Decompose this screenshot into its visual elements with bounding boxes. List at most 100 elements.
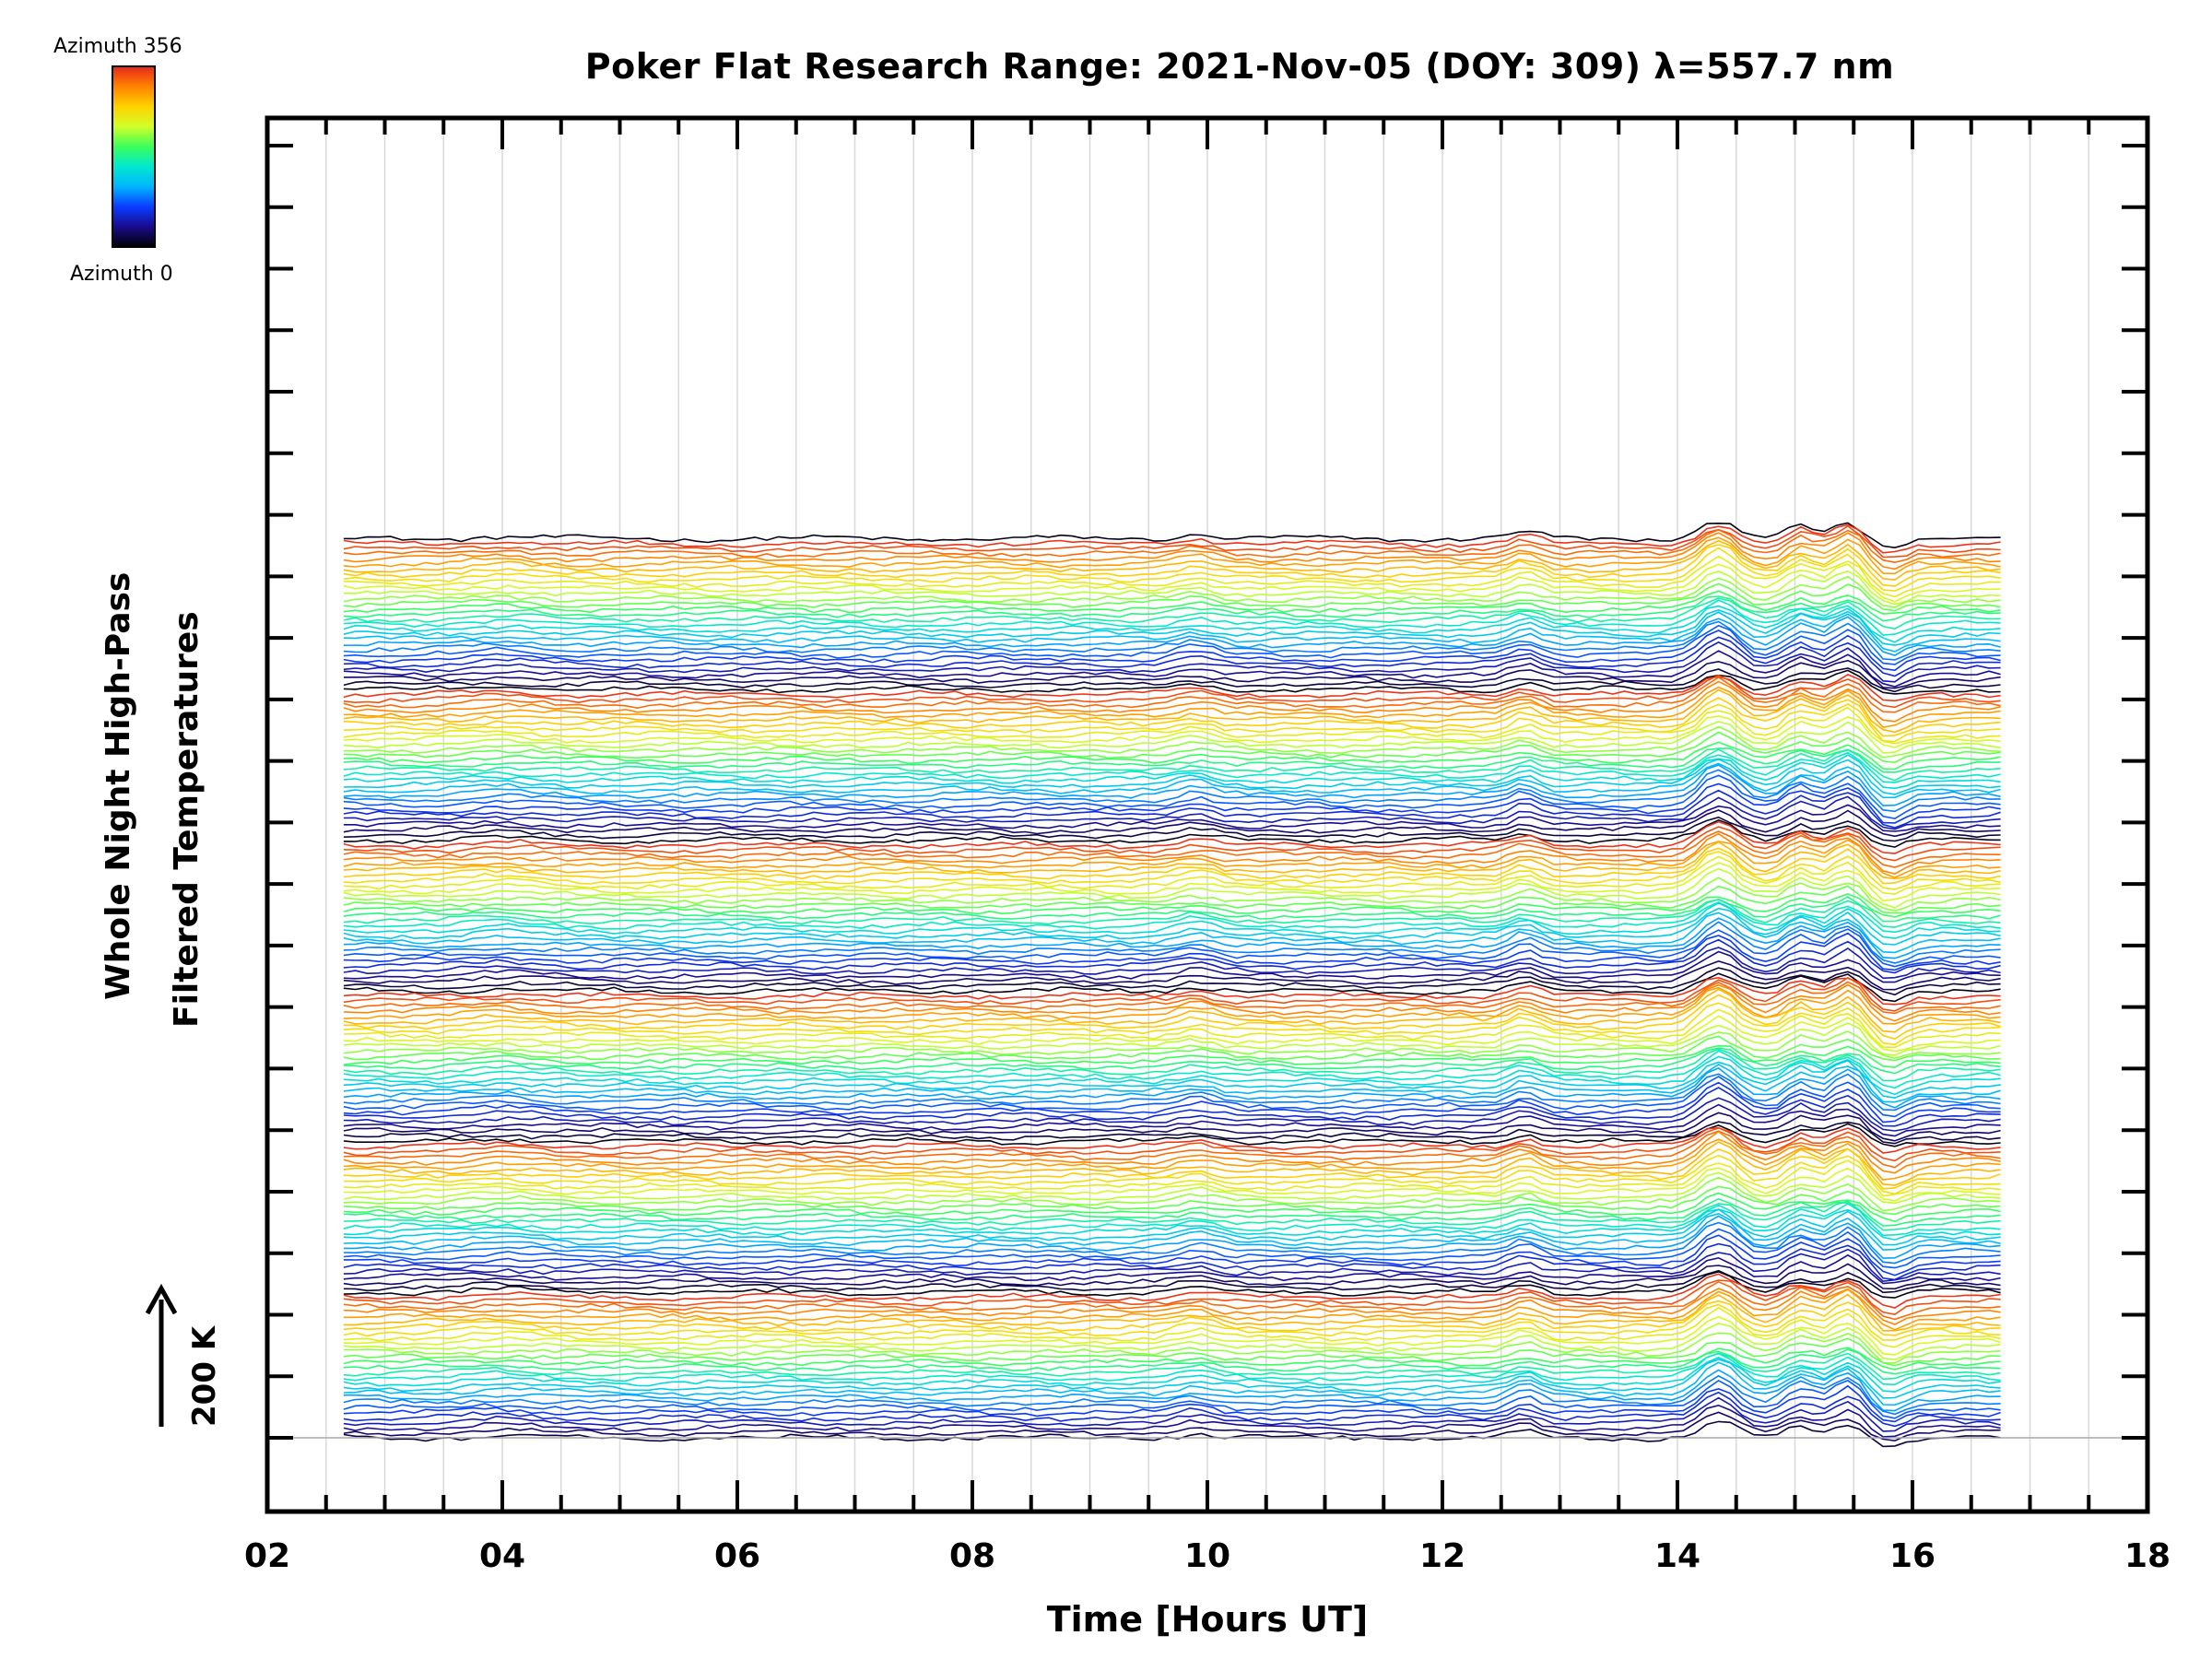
- trace-azimuth-311: [343, 620, 2001, 661]
- trace-azimuth-81: [343, 1208, 2001, 1241]
- x-tick-label: 10: [1184, 1537, 1230, 1575]
- trace-azimuth-20: [343, 1359, 2001, 1399]
- trace-azimuth-322: [343, 597, 2001, 630]
- trace-azimuth-265: [343, 747, 2001, 773]
- trace-azimuth-150: [343, 1035, 2001, 1062]
- trace-azimuth-275: [343, 715, 2001, 748]
- trace-azimuth-198: [343, 907, 2001, 946]
- trace-azimuth-127: [343, 1087, 2001, 1127]
- trace-azimuth-324: [343, 595, 2001, 622]
- trace-azimuth-340: [343, 544, 2001, 587]
- trace-azimuth-51: [343, 1280, 2001, 1321]
- trace-azimuth-166: [343, 986, 2001, 1025]
- trace-azimuth-140: [343, 1055, 2001, 1096]
- trace-azimuth-162: [343, 994, 2001, 1041]
- trace-azimuth-231: [343, 826, 2001, 862]
- trace-azimuth-334: [343, 563, 2001, 603]
- trace-azimuth-101: [343, 1154, 2001, 1195]
- trace-azimuth-91: [343, 1185, 2001, 1216]
- trace-azimuth-138: [343, 1059, 2001, 1100]
- trace-azimuth-14: [343, 1374, 2001, 1416]
- trace-azimuth-87: [343, 1197, 2001, 1227]
- trace-azimuth-36: [343, 1323, 2001, 1360]
- chart-title: Poker Flat Research Range: 2021-Nov-05 (…: [584, 46, 1895, 87]
- temperature-traces: [343, 522, 2001, 1448]
- trace-azimuth-142: [343, 1050, 2001, 1089]
- trace-azimuth-348: [343, 529, 2001, 564]
- trace-azimuth-218: [343, 855, 2001, 895]
- trace-azimuth-253: [343, 764, 2001, 806]
- trace-azimuth-208: [343, 893, 2001, 918]
- trace-azimuth-344: [343, 536, 2001, 575]
- trace-azimuth-93: [343, 1176, 2001, 1212]
- trace-azimuth-121: [343, 1112, 2001, 1142]
- trace-azimuth-125: [343, 1097, 2001, 1132]
- trace-azimuth-117: [343, 1123, 2001, 1147]
- trace-azimuth-259: [343, 754, 2001, 790]
- trace-azimuth-287: [343, 680, 2001, 723]
- trace-azimuth-24: [343, 1352, 2001, 1386]
- trace-azimuth-26: [343, 1352, 2001, 1381]
- x-tick-label: 02: [244, 1537, 290, 1575]
- trace-azimuth-281: [343, 697, 2001, 737]
- trace-azimuth-34: [343, 1332, 2001, 1364]
- trace-azimuth-271: [343, 725, 2001, 759]
- trace-azimuth-277: [343, 706, 2001, 745]
- x-tick-label: 06: [714, 1537, 760, 1575]
- x-tick-label: 08: [949, 1537, 995, 1575]
- trace-azimuth-316: [343, 609, 2001, 646]
- trace-azimuth-134: [343, 1066, 2001, 1109]
- trace-azimuth-330: [343, 575, 2001, 608]
- x-tick-label: 04: [479, 1537, 525, 1575]
- trace-azimuth-233: [343, 820, 2001, 854]
- x-tick-label: 14: [1654, 1537, 1700, 1575]
- trace-azimuth-12: [343, 1379, 2001, 1419]
- trace-azimuth-123: [343, 1103, 2001, 1137]
- trace-azimuth-332: [343, 570, 2001, 606]
- trace-azimuth-301: [343, 650, 2001, 688]
- trace-azimuth-85: [343, 1200, 2001, 1231]
- scale-arrow: [145, 1283, 178, 1427]
- trace-azimuth-30: [343, 1347, 2001, 1371]
- trace-azimuth-285: [343, 686, 2001, 728]
- scale-bar-label: 200 K: [186, 1325, 223, 1427]
- trace-azimuth-261: [343, 751, 2001, 783]
- trace-azimuth-105: [343, 1141, 2001, 1186]
- trace-azimuth-190: [343, 928, 2001, 968]
- trace-azimuth-235: [343, 818, 2001, 848]
- trace-azimuth-336: [343, 555, 2001, 598]
- trace-azimuth-204: [343, 899, 2001, 928]
- trace-azimuth-241: [343, 804, 2001, 832]
- trace-azimuth-67: [343, 1242, 2001, 1281]
- trace-azimuth-95: [343, 1171, 2001, 1205]
- trace-azimuth-320: [343, 599, 2001, 636]
- trace-azimuth-79: [343, 1208, 2001, 1246]
- trace-azimuth-283: [343, 688, 2001, 734]
- x-tick-label: 16: [1889, 1537, 1936, 1575]
- trace-azimuth-148: [343, 1044, 2001, 1068]
- trace-azimuth-318: [343, 605, 2001, 643]
- trace-azimuth-212: [343, 877, 2001, 912]
- trace-azimuth-350: [343, 524, 2001, 559]
- trace-azimuth-192: [343, 921, 2001, 964]
- trace-azimuth-61: [343, 1263, 2001, 1290]
- trace-azimuth-176: [343, 972, 2001, 1003]
- trace-azimuth-69: [343, 1234, 2001, 1277]
- trace-azimuth-299: [343, 659, 2001, 689]
- trace-azimuth-4: [343, 1404, 2001, 1438]
- trace-azimuth-225: [343, 839, 2001, 878]
- trace-azimuth-295: [343, 669, 2001, 695]
- x-tick-labels: 02 04 06 08 10 12 14 16 18: [244, 1537, 2171, 1575]
- trace-azimuth-247: [343, 782, 2001, 824]
- trace-azimuth-168: [343, 983, 2001, 1022]
- trace-azimuth-156: [343, 1015, 2001, 1053]
- trace-azimuth-184: [343, 947, 2001, 980]
- trace-azimuth-346: [343, 532, 2001, 571]
- trace-azimuth-111: [343, 1130, 2001, 1169]
- trace-azimuth-245: [343, 789, 2001, 829]
- trace-azimuth-291: [343, 674, 2001, 709]
- trace-azimuth-303: [343, 641, 2001, 683]
- trace-azimuth-77: [343, 1212, 2001, 1251]
- trace-azimuth-305: [343, 636, 2001, 677]
- trace-azimuth-44: [343, 1300, 2001, 1336]
